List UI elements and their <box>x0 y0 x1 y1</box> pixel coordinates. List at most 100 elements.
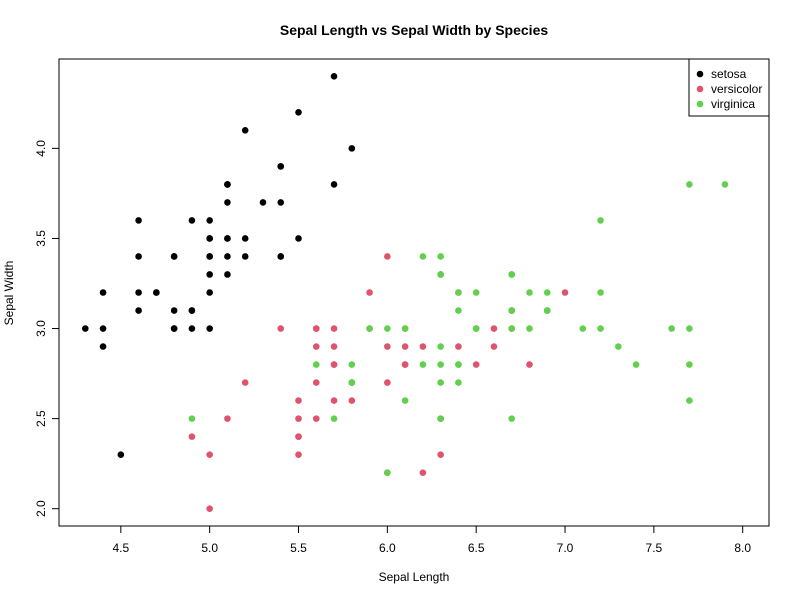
data-point-versicolor <box>490 343 498 350</box>
data-point-versicolor <box>490 325 498 332</box>
data-point-virginica <box>615 343 622 350</box>
data-point-setosa <box>224 253 231 260</box>
data-point-virginica <box>437 379 444 386</box>
data-point-setosa <box>135 253 142 260</box>
y-tick-label: 2.5 <box>34 410 48 427</box>
data-point-virginica <box>632 361 640 368</box>
data-point-versicolor <box>188 433 196 440</box>
data-point-versicolor <box>330 361 338 368</box>
data-point-setosa <box>81 325 89 332</box>
data-point-virginica <box>721 181 729 188</box>
data-point-virginica <box>384 325 391 332</box>
x-tick-label: 8.0 <box>734 541 751 555</box>
data-point-setosa <box>348 145 356 152</box>
data-point-virginica <box>384 469 391 476</box>
data-point-setosa <box>99 289 107 296</box>
data-point-setosa <box>188 325 196 332</box>
data-point-versicolor <box>295 451 302 458</box>
data-point-virginica <box>508 415 516 422</box>
data-point-virginica <box>508 325 516 332</box>
data-point-setosa <box>170 253 178 260</box>
data-point-setosa <box>170 325 178 332</box>
data-point-virginica <box>508 271 516 278</box>
data-point-virginica <box>472 289 480 296</box>
x-tick-label: 4.5 <box>112 541 129 555</box>
data-point-setosa <box>117 451 125 458</box>
data-point-versicolor <box>384 343 391 350</box>
data-point-virginica <box>401 397 409 404</box>
data-point-setosa <box>170 307 178 314</box>
data-point-versicolor <box>384 253 391 260</box>
data-point-virginica <box>348 361 356 368</box>
data-point-virginica <box>437 415 444 422</box>
data-point-versicolor <box>401 361 409 368</box>
data-point-virginica <box>188 415 196 422</box>
x-tick-label: 7.5 <box>646 541 663 555</box>
data-point-versicolor <box>437 451 444 458</box>
data-point-setosa <box>224 199 231 206</box>
data-point-virginica <box>437 253 444 260</box>
x-tick-label: 6.5 <box>468 541 485 555</box>
data-point-virginica <box>597 217 604 224</box>
data-point-setosa <box>224 181 231 188</box>
x-tick-label: 5.5 <box>290 541 307 555</box>
data-point-virginica <box>472 325 480 332</box>
data-point-setosa <box>224 271 231 278</box>
y-tick-label: 3.0 <box>34 320 48 337</box>
data-point-setosa <box>259 199 267 206</box>
data-point-versicolor <box>295 433 302 440</box>
data-point-versicolor <box>312 343 320 350</box>
data-point-virginica <box>419 361 427 368</box>
data-point-setosa <box>135 217 142 224</box>
data-point-setosa <box>99 325 107 332</box>
data-point-setosa <box>330 181 338 188</box>
chart-title: Sepal Length vs Sepal Width by Species <box>280 22 548 38</box>
data-point-setosa <box>330 72 338 80</box>
y-axis-label: Sepal Width <box>2 261 16 326</box>
data-point-versicolor <box>224 415 231 422</box>
data-point-setosa <box>224 235 231 242</box>
data-point-setosa <box>99 343 107 350</box>
data-point-virginica <box>597 325 604 332</box>
data-point-virginica <box>437 361 444 368</box>
data-point-virginica <box>348 379 356 386</box>
data-point-virginica <box>686 181 693 188</box>
data-point-setosa <box>295 109 302 116</box>
data-point-versicolor <box>277 325 285 332</box>
data-point-setosa <box>277 253 285 260</box>
data-point-virginica <box>330 415 338 422</box>
data-point-versicolor <box>312 325 320 332</box>
data-point-versicolor <box>419 469 427 476</box>
data-point-virginica <box>597 289 604 296</box>
data-point-versicolor <box>561 289 569 296</box>
data-point-virginica <box>526 289 533 296</box>
x-tick-label: 5.0 <box>201 541 218 555</box>
data-point-versicolor <box>401 343 409 350</box>
data-point-setosa <box>277 199 285 206</box>
data-point-virginica <box>543 289 551 296</box>
data-point-versicolor <box>330 343 338 350</box>
x-tick-label: 7.0 <box>557 541 574 555</box>
data-point-versicolor <box>206 451 213 458</box>
data-point-virginica <box>686 397 693 404</box>
data-point-versicolor <box>526 361 533 368</box>
y-axis: 2.0 2.5 3.0 3.5 4.0 <box>34 140 60 517</box>
data-point-virginica <box>437 343 444 350</box>
data-point-versicolor <box>295 415 302 422</box>
data-point-virginica <box>686 325 693 332</box>
legend-label-setosa: setosa <box>711 67 747 81</box>
data-point-virginica <box>579 325 587 332</box>
data-point-setosa <box>135 307 142 314</box>
data-point-setosa <box>206 325 213 332</box>
data-point-versicolor <box>241 379 249 386</box>
data-point-setosa <box>135 289 142 296</box>
data-point-virginica <box>508 307 516 314</box>
data-point-versicolor <box>206 505 213 513</box>
data-point-setosa <box>277 163 285 170</box>
y-tick-label: 2.0 <box>34 500 48 517</box>
data-point-virginica <box>419 253 427 260</box>
data-point-setosa <box>295 235 302 242</box>
legend-marker-virginica <box>696 100 704 108</box>
